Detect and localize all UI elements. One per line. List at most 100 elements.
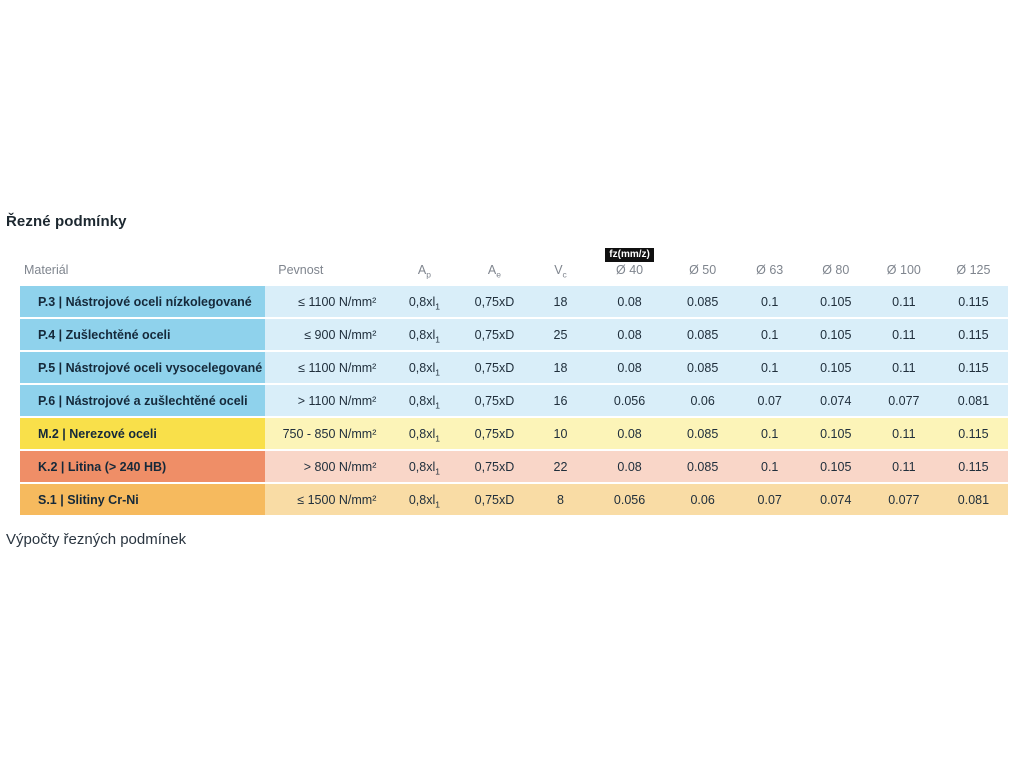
ap-value-subscript: 1 xyxy=(435,499,440,509)
cell-fz-100: 0.11 xyxy=(868,286,939,317)
cell-ae: 0,75xD xyxy=(458,385,531,416)
cell-fz-100: 0.11 xyxy=(868,319,939,350)
column-header-d50: Ø 50 xyxy=(689,263,717,277)
ap-value-subscript: 1 xyxy=(435,433,440,443)
cell-pevnost: ≤ 1500 N/mm² xyxy=(265,484,391,515)
ae-label: A xyxy=(487,263,497,277)
cell-vc: 18 xyxy=(530,286,591,317)
ae-subscript: e xyxy=(496,269,501,280)
cell-vc: 18 xyxy=(530,352,591,383)
column-header-d40: fz(mm/z) Ø 40 xyxy=(591,244,669,284)
cell-ap: 0,8xl1 xyxy=(390,319,459,350)
cell-fz-125: 0.115 xyxy=(938,352,1008,383)
column-header-ap: Ap xyxy=(390,244,458,284)
cutting-conditions-table: Materiál Pevnost Ap Ae Vc fz(mm/z) Ø 40 … xyxy=(20,242,1008,517)
ap-value-subscript: 1 xyxy=(435,301,440,311)
cell-fz-40: 0.08 xyxy=(590,319,669,350)
cell-vc: 8 xyxy=(530,484,591,515)
cell-material: K.2 | Litina (> 240 HB) xyxy=(20,451,266,482)
cell-vc: 10 xyxy=(530,418,591,449)
table-row: P.6 | Nástrojové a zušlechtěné oceli > 11… xyxy=(20,385,1008,416)
cell-fz-125: 0.115 xyxy=(938,451,1008,482)
ap-label: A xyxy=(417,263,427,277)
ap-subscript: p xyxy=(426,269,431,280)
cell-fz-50: 0.085 xyxy=(668,319,737,350)
cell-material: P.6 | Nástrojové a zušlechtěné oceli xyxy=(20,385,266,416)
cell-fz-40: 0.08 xyxy=(590,352,669,383)
cell-fz-40: 0.08 xyxy=(590,286,669,317)
column-header-d125: Ø 125 xyxy=(956,263,991,277)
cell-fz-63: 0.1 xyxy=(736,286,803,317)
column-header-ae: Ae xyxy=(458,244,530,284)
cell-fz-63: 0.1 xyxy=(736,418,803,449)
cell-fz-100: 0.077 xyxy=(868,385,939,416)
cell-fz-125: 0.115 xyxy=(938,418,1008,449)
cell-fz-80: 0.105 xyxy=(802,319,869,350)
page-title: Řezné podmínky xyxy=(6,213,127,230)
column-header-vc: Vc xyxy=(530,244,590,284)
cell-ap: 0,8xl1 xyxy=(390,286,459,317)
cell-fz-50: 0.06 xyxy=(668,385,737,416)
ap-value-subscript: 1 xyxy=(435,400,440,410)
cell-fz-125: 0.115 xyxy=(938,286,1008,317)
ap-value-subscript: 1 xyxy=(435,367,440,377)
cell-fz-100: 0.077 xyxy=(868,484,939,515)
cell-fz-80: 0.074 xyxy=(802,484,869,515)
cell-fz-80: 0.074 xyxy=(802,385,869,416)
cell-fz-125: 0.081 xyxy=(938,484,1008,515)
cell-material: M.2 | Nerezové oceli xyxy=(20,418,266,449)
cell-ae: 0,75xD xyxy=(458,484,531,515)
cell-fz-50: 0.085 xyxy=(668,418,737,449)
cell-material: P.5 | Nástrojové oceli vysocelegované xyxy=(20,352,266,383)
cell-pevnost: > 1100 N/mm² xyxy=(265,385,391,416)
cell-ap: 0,8xl1 xyxy=(390,352,459,383)
column-header-d80: Ø 80 xyxy=(822,263,850,277)
cell-pevnost: > 800 N/mm² xyxy=(265,451,391,482)
cell-ae: 0,75xD xyxy=(458,286,531,317)
cell-ap: 0,8xl1 xyxy=(390,484,459,515)
cell-fz-63: 0.1 xyxy=(736,319,803,350)
cell-vc: 25 xyxy=(530,319,591,350)
cell-ap: 0,8xl1 xyxy=(390,418,459,449)
cell-fz-50: 0.085 xyxy=(668,286,737,317)
cell-fz-80: 0.105 xyxy=(802,352,869,383)
cell-ap: 0,8xl1 xyxy=(390,451,459,482)
cell-fz-50: 0.085 xyxy=(668,451,737,482)
table-header: Materiál Pevnost Ap Ae Vc fz(mm/z) Ø 40 … xyxy=(20,244,1008,284)
table-row: P.3 | Nástrojové oceli nízkolegované ≤ 11… xyxy=(20,286,1008,317)
table-row: P.5 | Nástrojové oceli vysocelegované ≤ 1… xyxy=(20,352,1008,383)
cell-fz-100: 0.11 xyxy=(868,418,939,449)
cell-fz-40: 0.056 xyxy=(590,385,669,416)
cell-ae: 0,75xD xyxy=(458,352,531,383)
cell-material: S.1 | Slitiny Cr-Ni xyxy=(20,484,266,515)
cell-fz-50: 0.06 xyxy=(668,484,737,515)
ap-value-subscript: 1 xyxy=(435,466,440,476)
cell-pevnost: 750 - 850 N/mm² xyxy=(265,418,391,449)
cell-material: P.3 | Nástrojové oceli nízkolegované xyxy=(20,286,266,317)
cell-fz-125: 0.081 xyxy=(938,385,1008,416)
column-header-d63: Ø 63 xyxy=(756,263,784,277)
cell-fz-100: 0.11 xyxy=(868,451,939,482)
column-header-pevnost: Pevnost xyxy=(278,263,324,277)
table-row: M.2 | Nerezové oceli 750 - 850 N/mm² 0,8xl… xyxy=(20,418,1008,449)
cell-fz-63: 0.1 xyxy=(736,352,803,383)
cell-fz-63: 0.1 xyxy=(736,451,803,482)
cell-ap: 0,8xl1 xyxy=(390,385,459,416)
table-row: S.1 | Slitiny Cr-Ni ≤ 1500 N/mm² 0,8xl1 0,7… xyxy=(20,484,1008,515)
table-row: K.2 | Litina (> 240 HB) > 800 N/mm² 0,8xl1… xyxy=(20,451,1008,482)
cell-fz-40: 0.08 xyxy=(590,451,669,482)
cell-pevnost: ≤ 1100 N/mm² xyxy=(265,286,391,317)
cell-ae: 0,75xD xyxy=(458,418,531,449)
cell-ae: 0,75xD xyxy=(458,319,531,350)
column-header-d100: Ø 100 xyxy=(886,263,921,277)
cell-fz-80: 0.105 xyxy=(802,451,869,482)
cell-material: P.4 | Zušlechtěné oceli xyxy=(20,319,266,350)
cell-fz-63: 0.07 xyxy=(736,484,803,515)
vc-label: V xyxy=(554,263,563,277)
section-heading-calculations: Výpočty řezných podmínek xyxy=(6,531,187,548)
cell-ae: 0,75xD xyxy=(458,451,531,482)
ap-value-subscript: 1 xyxy=(435,334,440,344)
cell-vc: 16 xyxy=(530,385,591,416)
cell-fz-50: 0.085 xyxy=(668,352,737,383)
cell-pevnost: ≤ 1100 N/mm² xyxy=(265,352,391,383)
